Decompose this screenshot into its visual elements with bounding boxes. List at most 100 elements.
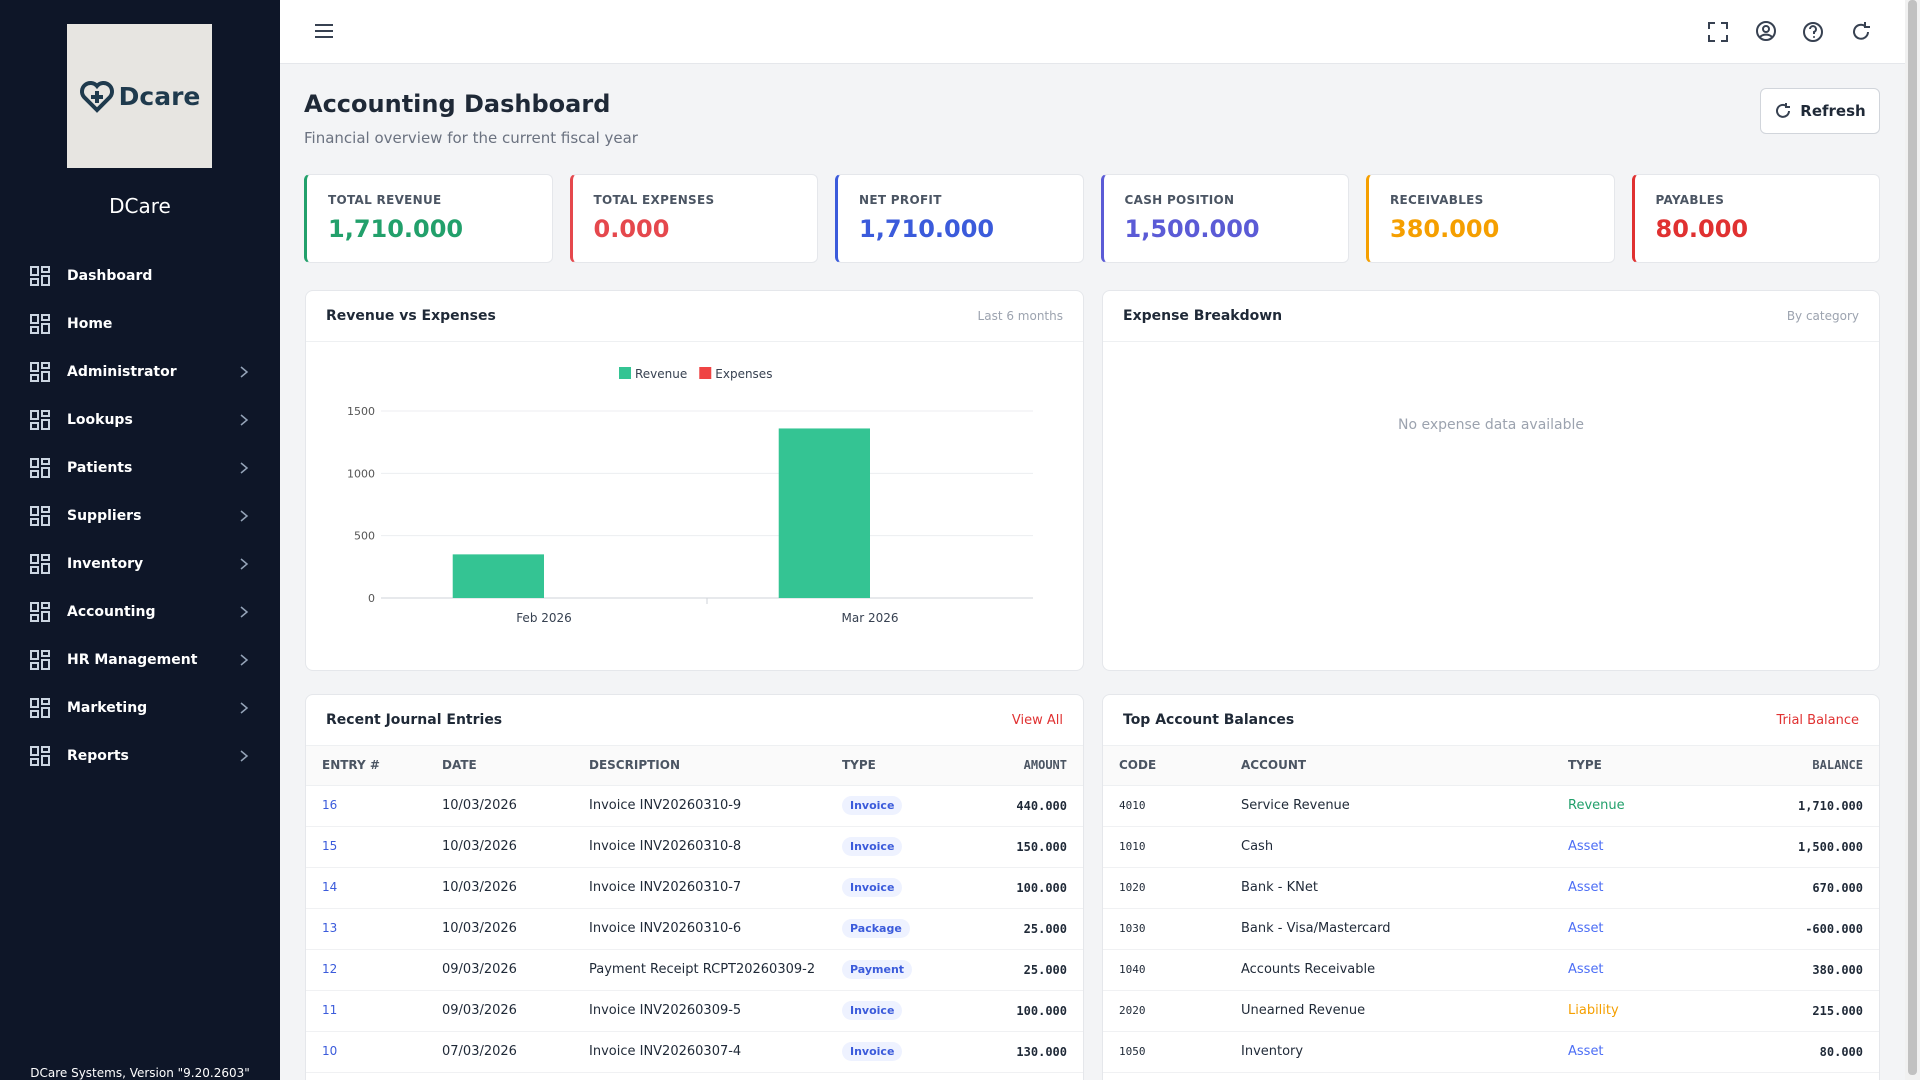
icon-shape <box>31 759 38 765</box>
logo-text: Dcare <box>119 82 201 111</box>
journal-row[interactable]: 1109/03/2026Invoice INV20260309-5Invoice… <box>306 990 1083 1031</box>
kpi-card: TOTAL EXPENSES0.000 <box>570 174 819 263</box>
reload[interactable] <box>1850 21 1872 43</box>
kpi-card: NET PROFIT1,710.000 <box>835 174 1084 263</box>
menu-item[interactable]: Reports <box>0 734 280 778</box>
menu-item[interactable]: Home <box>0 302 280 346</box>
cell: 10/03/2026 <box>426 785 573 826</box>
profile[interactable] <box>1755 20 1777 42</box>
view-all-link[interactable]: View All <box>1012 713 1063 728</box>
logo[interactable]: Dcare <box>67 24 212 168</box>
cell: 150.000 <box>966 826 1083 867</box>
journal-row[interactable]: 1510/03/2026Invoice INV20260310-8Invoice… <box>306 826 1083 867</box>
x-tick-label: Feb 2026 <box>516 611 572 625</box>
column-header: TYPE <box>1552 746 1702 785</box>
balance: 670.000 <box>1702 867 1879 908</box>
menu-item[interactable]: Suppliers <box>0 494 280 538</box>
menu-toggle[interactable] <box>314 22 334 40</box>
menu-item[interactable]: Patients <box>0 446 280 490</box>
sidebar: Dcare DCare DashboardHomeAdministratorLo… <box>0 0 280 1080</box>
icon-shape <box>42 507 49 512</box>
panel-header: Recent Journal Entries View All <box>306 695 1083 746</box>
menu-item[interactable]: Inventory <box>0 542 280 586</box>
panel-title: Expense Breakdown <box>1123 308 1282 324</box>
menu-item[interactable]: HR Management <box>0 638 280 682</box>
code: 1030 <box>1103 908 1225 949</box>
column-header: TYPE <box>826 746 966 785</box>
icon-shape <box>42 651 49 656</box>
panel-title: Recent Journal Entries <box>326 712 502 728</box>
journal-row[interactable]: 1209/03/2026Payment Receipt RCPT20260309… <box>306 949 1083 990</box>
help[interactable] <box>1802 21 1824 43</box>
icon-shape <box>42 603 49 608</box>
icon-shape <box>31 459 38 467</box>
chart: 050010001500Feb 2026Mar 2026RevenueExpen… <box>306 291 1084 671</box>
balance-row: 1020Bank - KNetAsset670.000 <box>1103 867 1879 908</box>
menu-label: HR Management <box>67 652 197 668</box>
cell: 10 <box>306 1031 426 1072</box>
refresh-button[interactable]: Refresh <box>1760 88 1880 134</box>
menu-item[interactable]: Lookups <box>0 398 280 442</box>
icon-shape <box>42 699 49 704</box>
entry-link[interactable]: 14 <box>322 880 337 894</box>
icon-shape <box>31 507 38 515</box>
icon-shape <box>31 555 38 563</box>
column-header: ACCOUNT <box>1225 746 1552 785</box>
menu-item[interactable]: Administrator <box>0 350 280 394</box>
menu-label: Dashboard <box>67 268 152 284</box>
chevron-shape <box>241 367 247 377</box>
menu-item[interactable]: Marketing <box>0 686 280 730</box>
cell: Invoice <box>826 826 966 867</box>
icon-shape <box>31 363 38 371</box>
entry-link[interactable]: 11 <box>322 1003 337 1017</box>
chevron <box>238 461 250 475</box>
type-pill: Invoice <box>842 878 902 897</box>
scrollbar[interactable] <box>1905 0 1920 1080</box>
menu-item[interactable]: Dashboard <box>0 254 280 298</box>
kpi-label: CASH POSITION <box>1125 193 1349 207</box>
journal-row[interactable]: 1007/03/2026Invoice INV20260307-4Invoice… <box>306 1031 1083 1072</box>
entry-link[interactable]: 12 <box>322 962 337 976</box>
icon-shape <box>42 372 49 381</box>
menu-icon <box>29 505 51 527</box>
journal-row[interactable]: 1310/03/2026Invoice INV20260310-6Package… <box>306 908 1083 949</box>
cell: Invoice <box>826 785 966 826</box>
kpi-value: 1,710.000 <box>328 215 552 243</box>
cell: 09/03/2026 <box>426 990 573 1031</box>
chevron <box>238 557 250 571</box>
cell: Invoice INV20260310-6 <box>573 908 826 949</box>
entry-link[interactable]: 13 <box>322 921 337 935</box>
fullscreen[interactable] <box>1707 21 1729 43</box>
journal-row[interactable]: 1610/03/2026Invoice INV20260310-9Invoice… <box>306 785 1083 826</box>
bar <box>779 428 870 598</box>
cell: Invoice INV20260307-4 <box>573 1031 826 1072</box>
entry-link[interactable]: 10 <box>322 1044 337 1058</box>
cell: 10/03/2026 <box>426 908 573 949</box>
icon-shape <box>31 375 38 381</box>
cell: Payment <box>826 949 966 990</box>
cell: 440.000 <box>966 785 1083 826</box>
chevron-shape <box>241 607 247 617</box>
icon-shape <box>31 279 38 285</box>
kpi-card: RECEIVABLES380.000 <box>1366 174 1615 263</box>
icon-shape <box>42 276 49 285</box>
icon-shape <box>31 267 38 275</box>
icon-shape <box>31 651 38 659</box>
scroll-thumb[interactable] <box>1908 0 1917 1075</box>
journal-row[interactable]: 1410/03/2026Invoice INV20260310-7Invoice… <box>306 867 1083 908</box>
entry-link[interactable]: 15 <box>322 839 337 853</box>
account-type: Asset <box>1552 908 1702 949</box>
y-tick-label: 1500 <box>347 405 375 418</box>
trial-balance-link[interactable]: Trial Balance <box>1776 713 1859 728</box>
column-header: DATE <box>426 746 573 785</box>
menu-icon <box>29 649 51 671</box>
code: 1010 <box>1103 826 1225 867</box>
icon-shape <box>42 516 49 525</box>
cell: 130.000 <box>966 1031 1083 1072</box>
icon-shape <box>31 423 38 429</box>
cell: 09/03/2026 <box>426 949 573 990</box>
menu-item[interactable]: Accounting <box>0 590 280 634</box>
kpi-label: PAYABLES <box>1656 193 1880 207</box>
entry-link[interactable]: 16 <box>322 798 337 812</box>
